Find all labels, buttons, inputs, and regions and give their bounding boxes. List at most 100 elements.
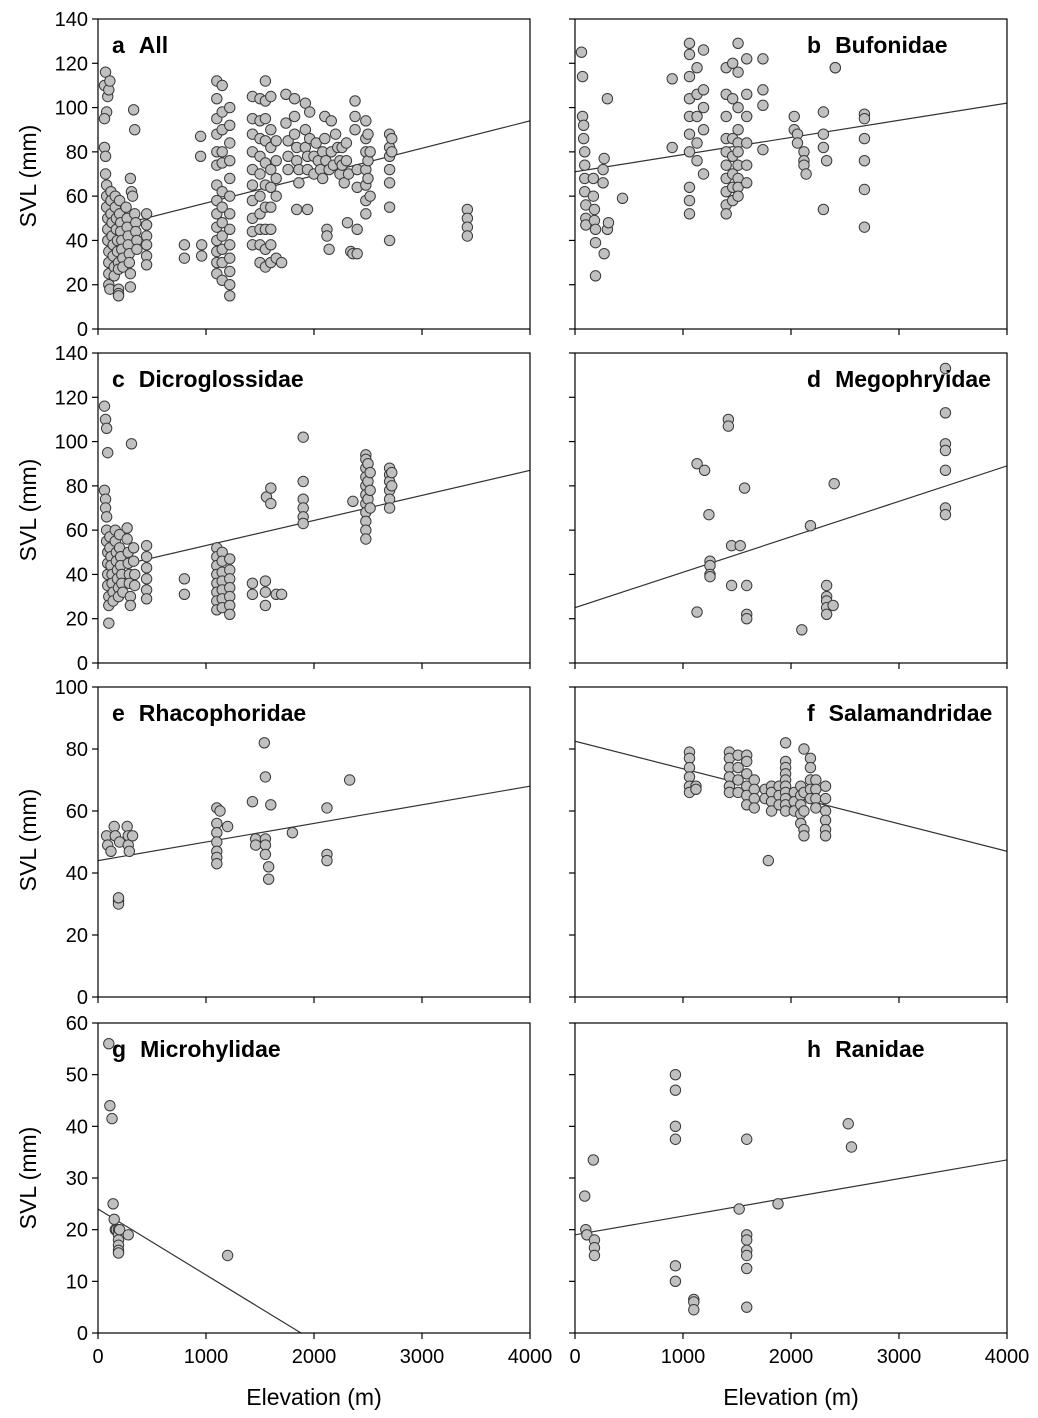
data-point [383, 177, 396, 189]
data-point [733, 1203, 745, 1215]
data-point [120, 201, 132, 213]
data-point [828, 477, 840, 490]
data-point [124, 281, 137, 293]
data-point [703, 508, 715, 521]
data-point [666, 141, 678, 154]
data-point [810, 802, 822, 814]
x-tick-label: 1000 [661, 1346, 706, 1368]
data-point [364, 466, 376, 479]
data-point [259, 771, 272, 783]
data-point [265, 181, 277, 193]
data-point [386, 146, 398, 158]
regression-line [119, 469, 530, 567]
data-point [140, 593, 153, 605]
panel-c: 0 20 40 60 80 100 120 140 c Dicroglossidae [55, 343, 531, 675]
panel-letter: f [807, 700, 815, 726]
data-point [691, 458, 703, 470]
data-point [383, 502, 396, 514]
data-point [697, 44, 710, 56]
data-point [791, 137, 804, 149]
data-point [360, 208, 372, 220]
data-point [579, 159, 591, 171]
data-point [106, 1112, 118, 1125]
data-point [216, 146, 228, 158]
data-point [589, 236, 602, 249]
y-tick-label: 60 [66, 186, 88, 208]
data-point [616, 192, 629, 205]
data-point [140, 551, 153, 563]
data-point [262, 873, 275, 885]
data-point [602, 217, 615, 229]
data-point [820, 579, 833, 592]
data-point [732, 761, 744, 774]
data-point [939, 444, 952, 457]
regression-line [575, 465, 1007, 609]
data-point [827, 599, 839, 612]
data-point [297, 475, 309, 488]
x-tick-label: 2000 [769, 1346, 814, 1368]
y-tick-label: 0 [77, 1323, 88, 1345]
data-point [748, 802, 760, 814]
data-point [796, 624, 808, 636]
data-point [741, 159, 753, 171]
data-point [265, 201, 277, 213]
data-point [798, 830, 810, 842]
data-point [224, 119, 236, 131]
data-point [224, 252, 236, 264]
y-tick-label: 20 [66, 925, 88, 947]
data-point [108, 1213, 120, 1226]
panel-title: f Salamandridae [807, 700, 992, 726]
data-point [99, 168, 112, 180]
data-point [127, 104, 140, 116]
ylabel-row2: SVL (mm) [15, 459, 41, 562]
y-tick-label: 80 [66, 739, 88, 761]
y-tick-label: 0 [77, 987, 88, 1009]
data-point [587, 190, 600, 202]
data-point [297, 431, 309, 443]
data-point [211, 93, 223, 105]
y-tick-label: 20 [66, 275, 88, 297]
data-point [597, 163, 609, 176]
data-point [820, 608, 833, 620]
data-point [99, 150, 112, 162]
data-point [254, 190, 266, 202]
data-point [98, 112, 111, 125]
data-point [762, 854, 775, 867]
data-point [127, 542, 140, 554]
data-point [597, 177, 609, 189]
y-tick-label: 0 [77, 653, 88, 675]
data-point [323, 243, 335, 255]
data-point [669, 1133, 682, 1145]
data-point [126, 830, 139, 842]
panel-name: Megophryidae [835, 366, 991, 392]
data-point [741, 177, 753, 189]
data-point [817, 106, 830, 118]
data-point [349, 124, 361, 136]
data-point [131, 243, 143, 255]
panel-b: b Bufonidae [569, 18, 1008, 335]
data-point [224, 553, 236, 565]
data-point [340, 155, 353, 167]
x-tick-label: 3000 [400, 1346, 445, 1368]
data-point [579, 146, 591, 158]
data-point [288, 93, 301, 105]
data-point [741, 1234, 753, 1246]
data-point [275, 588, 288, 601]
data-point [741, 755, 753, 768]
data-point [265, 799, 277, 811]
panel-g: 0 10 20 30 40 50 60 0 1000 2000 3000 4000 g Microhyli… [66, 1013, 553, 1368]
data-point [216, 217, 228, 229]
data-point [265, 90, 277, 103]
data-point [364, 146, 376, 158]
x-tick-label: 0 [92, 1346, 103, 1368]
data-point [741, 137, 753, 149]
data-point [798, 805, 810, 817]
x-tick-label: 0 [569, 1346, 580, 1368]
data-point [741, 1133, 753, 1145]
data-point [720, 208, 732, 220]
data-point [601, 93, 614, 105]
panel-name: Bufonidae [835, 32, 947, 58]
y-tick-label: 0 [77, 319, 88, 341]
panel-a: 0 20 40 60 80 100 120 140 a All [55, 9, 531, 341]
data-point [669, 1275, 682, 1288]
